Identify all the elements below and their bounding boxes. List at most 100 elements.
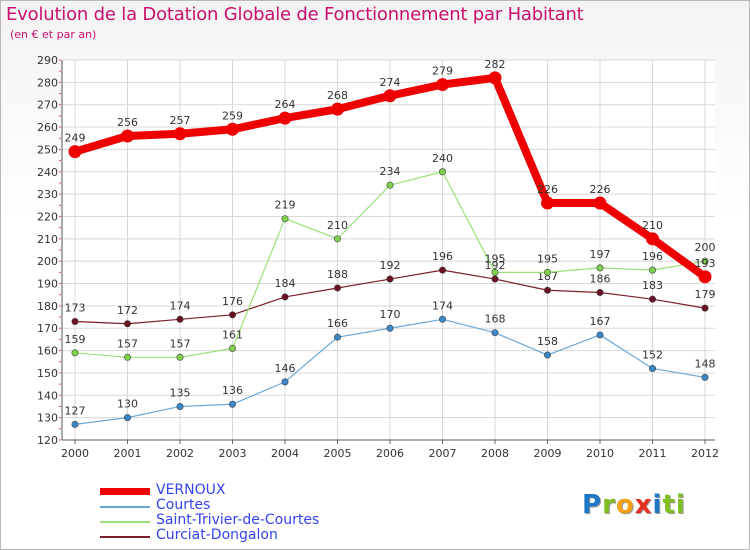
- data-point-courtes: [648, 364, 656, 372]
- y-tick-label: 140: [37, 389, 58, 402]
- data-label-saint-trivier-de-courtes: 196: [642, 250, 663, 263]
- data-point-courtes: [176, 402, 184, 410]
- y-tick-label: 200: [37, 255, 58, 268]
- y-tick-label: 230: [37, 188, 58, 201]
- data-point-vernoux: [226, 122, 239, 136]
- x-tick-label: 2007: [429, 447, 457, 460]
- data-label-vernoux: 210: [642, 219, 663, 232]
- x-tick-label: 2003: [219, 447, 247, 460]
- data-point-courtes: [596, 331, 604, 339]
- data-point-vernoux: [541, 196, 554, 210]
- data-point-saint-trivier-de-courtes: [124, 353, 132, 361]
- data-point-vernoux: [646, 232, 659, 246]
- chart-subtitle: (en € et par an): [10, 28, 97, 41]
- legend-item-courtes: Courtes: [100, 498, 430, 514]
- y-tick-label: 150: [37, 367, 58, 380]
- y-tick-label: 210: [37, 233, 58, 246]
- data-point-curciat-dongalon: [124, 320, 132, 328]
- data-point-curciat-dongalon: [701, 304, 709, 312]
- data-label-courtes: 168: [485, 313, 506, 326]
- data-label-curciat-dongalon: 173: [65, 302, 86, 315]
- data-label-vernoux: 226: [590, 183, 611, 196]
- legend-swatch-vernoux: [100, 488, 150, 495]
- x-tick-label: 2011: [639, 447, 667, 460]
- data-point-saint-trivier-de-courtes: [176, 353, 184, 361]
- x-tick-label: 2009: [534, 447, 562, 460]
- data-point-courtes: [386, 324, 394, 332]
- x-tick-label: 2004: [271, 447, 299, 460]
- legend-label-curciat-dongalon: Curciat-Dongalon: [156, 527, 278, 543]
- data-point-curciat-dongalon: [333, 284, 341, 292]
- data-point-vernoux: [436, 78, 449, 92]
- data-point-vernoux: [331, 102, 344, 116]
- data-label-vernoux: 193: [695, 257, 716, 270]
- data-point-courtes: [229, 400, 237, 408]
- data-label-vernoux: 282: [485, 58, 506, 71]
- data-label-saint-trivier-de-courtes: 219: [275, 199, 296, 212]
- data-point-curciat-dongalon: [71, 318, 79, 326]
- data-point-courtes: [333, 333, 341, 341]
- legend-swatch-courtes: [100, 506, 150, 508]
- y-tick-label: 250: [37, 143, 58, 156]
- legend-item-vernoux: VERNOUX: [100, 483, 430, 499]
- data-point-saint-trivier-de-courtes: [229, 344, 237, 352]
- data-point-vernoux: [383, 89, 397, 103]
- data-point-saint-trivier-de-courtes: [438, 168, 446, 176]
- data-point-saint-trivier-de-courtes: [701, 257, 709, 265]
- data-label-vernoux: 257: [170, 114, 191, 127]
- data-point-saint-trivier-de-courtes: [71, 349, 79, 357]
- data-point-curciat-dongalon: [229, 311, 237, 319]
- data-label-curciat-dongalon: 183: [642, 279, 663, 292]
- proxiti-logo: Proxiti: [582, 490, 686, 520]
- data-label-saint-trivier-de-courtes: 157: [117, 337, 138, 350]
- x-tick-label: 2000: [61, 447, 89, 460]
- data-label-vernoux: 259: [222, 109, 243, 122]
- data-label-curciat-dongalon: 192: [380, 259, 401, 272]
- data-point-curciat-dongalon: [543, 286, 551, 294]
- data-point-curciat-dongalon: [281, 293, 289, 301]
- data-label-vernoux: 226: [537, 183, 558, 196]
- data-point-vernoux: [698, 270, 712, 284]
- data-label-vernoux: 268: [327, 89, 348, 102]
- data-label-vernoux: 279: [432, 65, 453, 78]
- data-point-curciat-dongalon: [438, 266, 446, 274]
- y-tick-label: 290: [37, 54, 58, 67]
- y-tick-label: 130: [37, 412, 58, 425]
- data-label-vernoux: 256: [117, 116, 138, 129]
- data-label-saint-trivier-de-courtes: 234: [380, 165, 401, 178]
- y-tick-label: 280: [37, 76, 58, 89]
- data-label-saint-trivier-de-courtes: 195: [537, 252, 558, 265]
- data-label-curciat-dongalon: 184: [275, 277, 296, 290]
- data-label-saint-trivier-de-courtes: 195: [485, 252, 506, 265]
- data-label-curciat-dongalon: 196: [432, 250, 453, 263]
- data-point-courtes: [124, 414, 132, 422]
- data-point-vernoux: [173, 127, 187, 141]
- x-tick-label: 2005: [324, 447, 352, 460]
- data-label-courtes: 166: [327, 317, 348, 330]
- data-label-saint-trivier-de-courtes: 161: [222, 328, 243, 341]
- data-label-courtes: 158: [537, 335, 558, 348]
- legend-item-saint-trivier-de-courtes: Saint-Trivier-de-Courtes: [100, 513, 430, 529]
- y-tick-label: 180: [37, 300, 58, 313]
- data-label-courtes: 136: [222, 384, 243, 397]
- data-label-curciat-dongalon: 172: [117, 304, 138, 317]
- data-label-courtes: 130: [117, 398, 138, 411]
- data-point-courtes: [543, 351, 551, 359]
- data-label-vernoux: 264: [275, 98, 296, 111]
- x-tick-label: 2012: [691, 447, 719, 460]
- data-label-saint-trivier-de-courtes: 200: [695, 241, 716, 254]
- data-label-courtes: 170: [380, 308, 401, 321]
- data-point-saint-trivier-de-courtes: [491, 268, 499, 276]
- plot-area: [62, 60, 715, 440]
- data-point-courtes: [438, 315, 446, 323]
- data-label-courtes: 148: [695, 357, 716, 370]
- data-label-vernoux: 249: [65, 132, 86, 145]
- data-point-curciat-dongalon: [596, 288, 604, 296]
- data-point-saint-trivier-de-courtes: [386, 181, 394, 189]
- data-label-curciat-dongalon: 188: [327, 268, 348, 281]
- y-tick-label: 260: [37, 121, 58, 134]
- chart-title: Evolution de la Dotation Globale de Fonc…: [6, 4, 584, 25]
- x-tick-label: 2002: [166, 447, 194, 460]
- y-tick-label: 120: [37, 434, 58, 447]
- data-label-courtes: 167: [590, 315, 611, 328]
